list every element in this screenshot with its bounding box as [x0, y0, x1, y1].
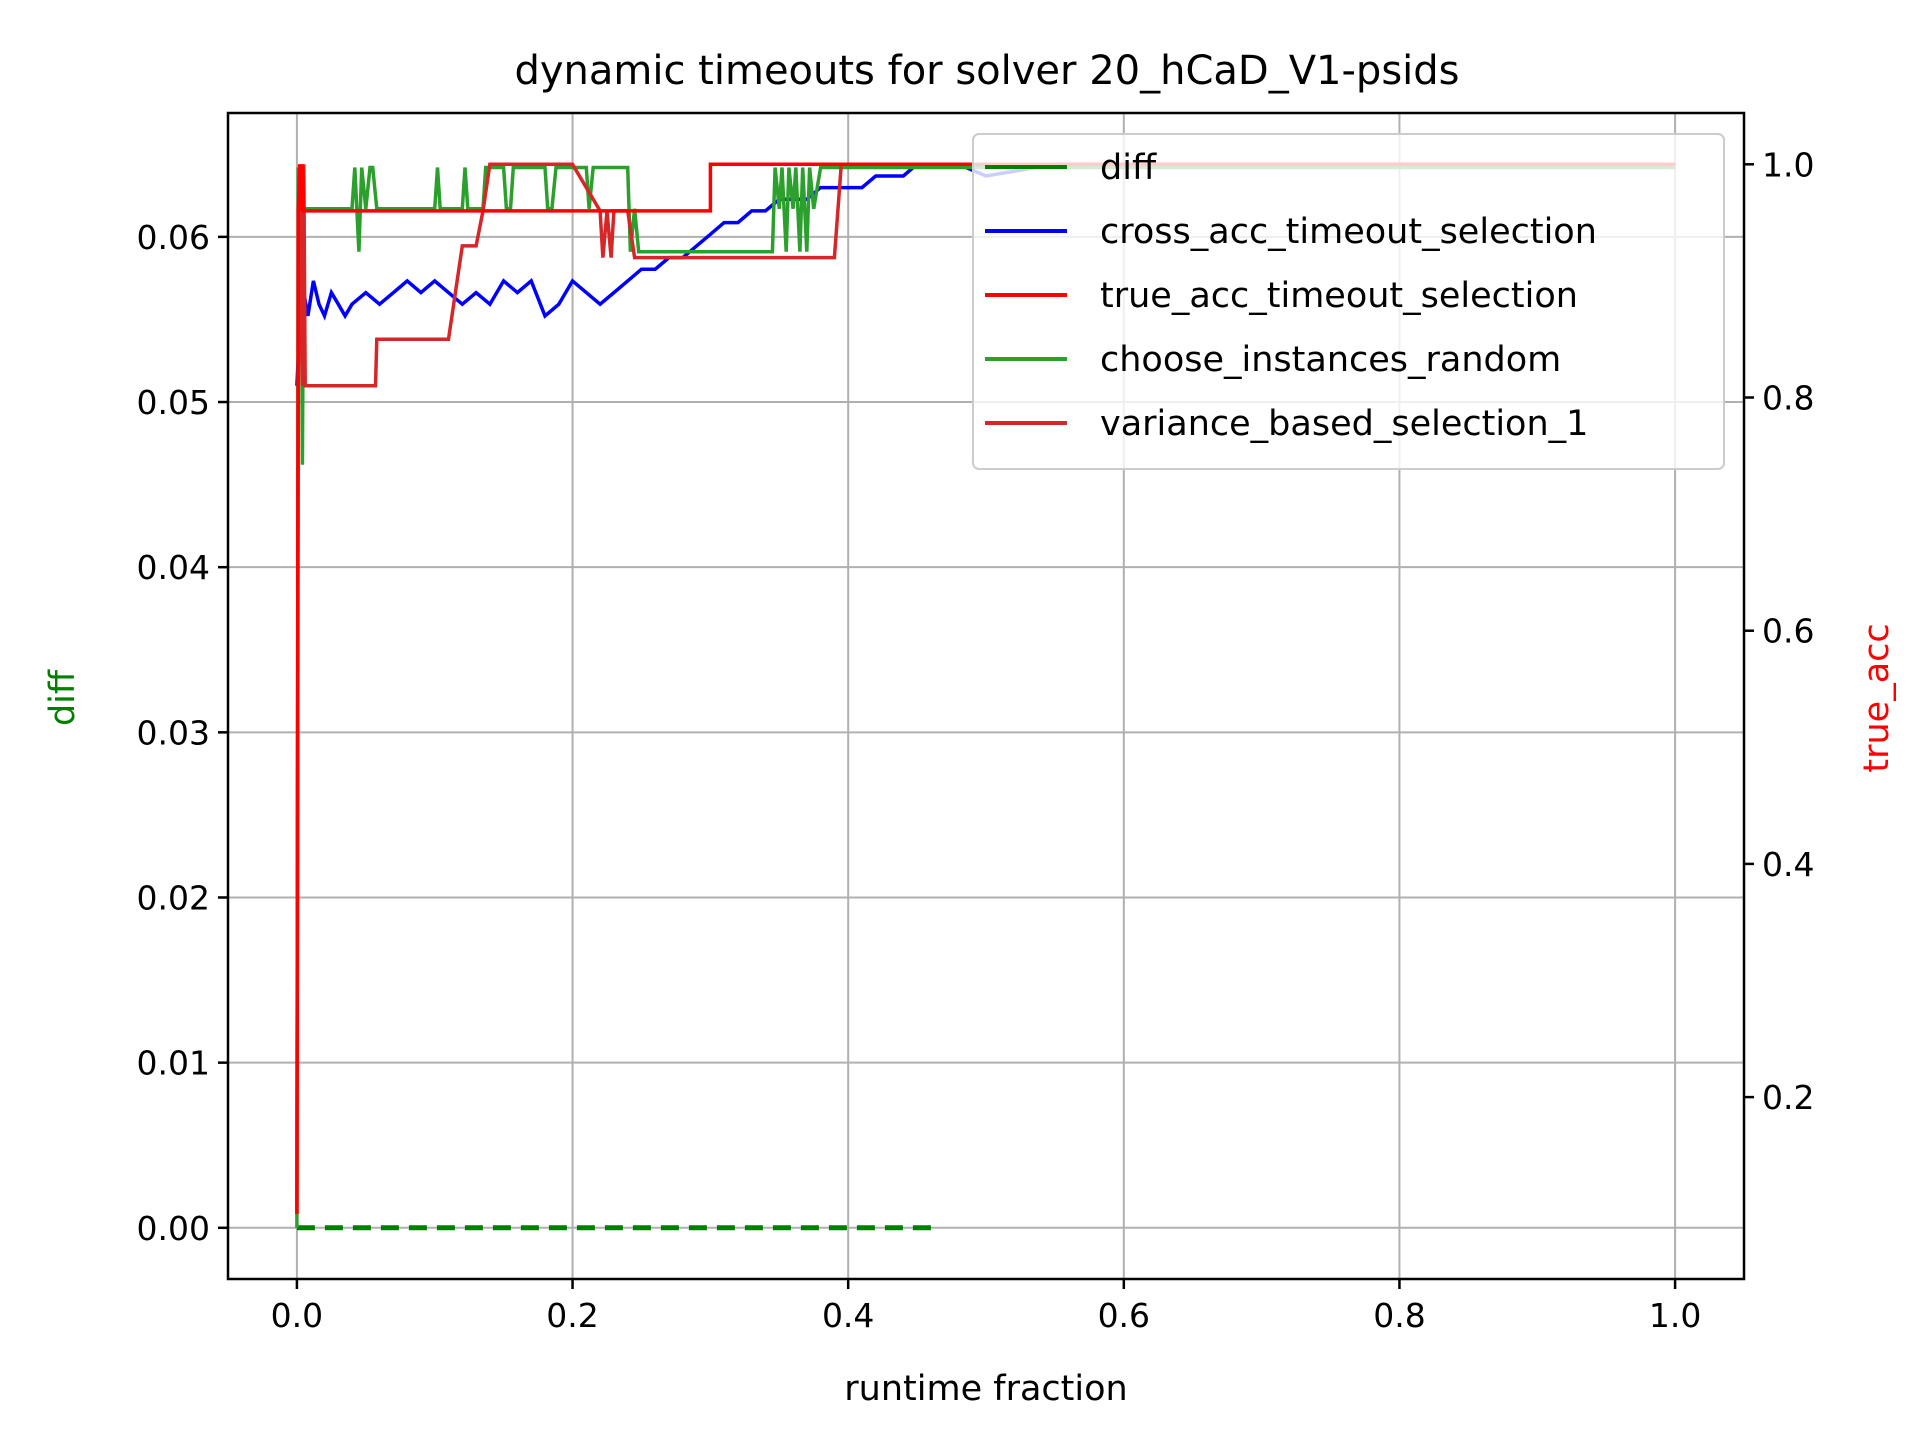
- y-right-tick-label: 0.4: [1762, 845, 1814, 884]
- x-tick-label: 0.2: [546, 1296, 598, 1335]
- legend-entry-label: true_acc_timeout_selection: [1100, 276, 1578, 316]
- legend-entry-label: diff: [1100, 148, 1157, 188]
- series-line-variance-based-selection-1: [295, 162, 1676, 1214]
- y-left-tick-label: 0.02: [137, 878, 210, 917]
- series-layer: [295, 162, 1676, 1231]
- y-right-tick-label: 0.8: [1762, 379, 1814, 418]
- chart-title: dynamic timeouts for solver 20_hCaD_V1-p…: [514, 48, 1459, 94]
- y-left-tick-label: 0.01: [137, 1044, 210, 1083]
- y-left-tick-label: 0.04: [137, 548, 210, 587]
- y-left-tick-label: 0.00: [137, 1209, 210, 1248]
- x-tick-label: 0.0: [271, 1296, 323, 1335]
- y-left-tick-label: 0.05: [137, 383, 210, 422]
- y-axis-left: 0.00 0.01 0.02 0.03 0.04 0.05 0.06: [137, 218, 228, 1248]
- legend: diff cross_acc_timeout_selection true_acc_…: [972, 133, 1725, 470]
- series-line-cross-acc-timeout-selection: [295, 162, 1676, 386]
- grid-lines: [228, 113, 1744, 1279]
- x-tick-label: 1.0: [1649, 1296, 1701, 1335]
- x-axis: 0.0 0.2 0.4 0.6 0.8 1.0: [271, 1279, 1701, 1335]
- legend-entry-label: variance_based_selection_1: [1100, 404, 1588, 444]
- y-left-tick-label: 0.06: [137, 218, 210, 257]
- y-axis-left-label: diff: [43, 669, 83, 726]
- y-left-tick-label: 0.03: [137, 713, 210, 752]
- plot-frame: [226, 111, 1746, 1281]
- y-axis-right: 0.2 0.4 0.6 0.8 1.0: [1744, 145, 1814, 1117]
- series-line-true-acc-timeout-selection: [295, 162, 1676, 1214]
- x-axis-label: runtime fraction: [844, 1369, 1127, 1409]
- series-line-choose-instances-random: [295, 165, 1676, 1228]
- y-right-tick-label: 0.6: [1762, 612, 1814, 651]
- legend-box: [972, 133, 1725, 470]
- y-axis-right-label: true_acc: [1857, 623, 1897, 772]
- x-tick-label: 0.4: [822, 1296, 874, 1335]
- x-tick-label: 0.8: [1373, 1296, 1425, 1335]
- y-right-tick-label: 0.2: [1762, 1078, 1814, 1117]
- legend-entry-label: choose_instances_random: [1100, 340, 1561, 380]
- x-tick-label: 0.6: [1098, 1296, 1150, 1335]
- y-right-tick-label: 1.0: [1762, 145, 1814, 184]
- legend-entry-label: cross_acc_timeout_selection: [1100, 212, 1597, 252]
